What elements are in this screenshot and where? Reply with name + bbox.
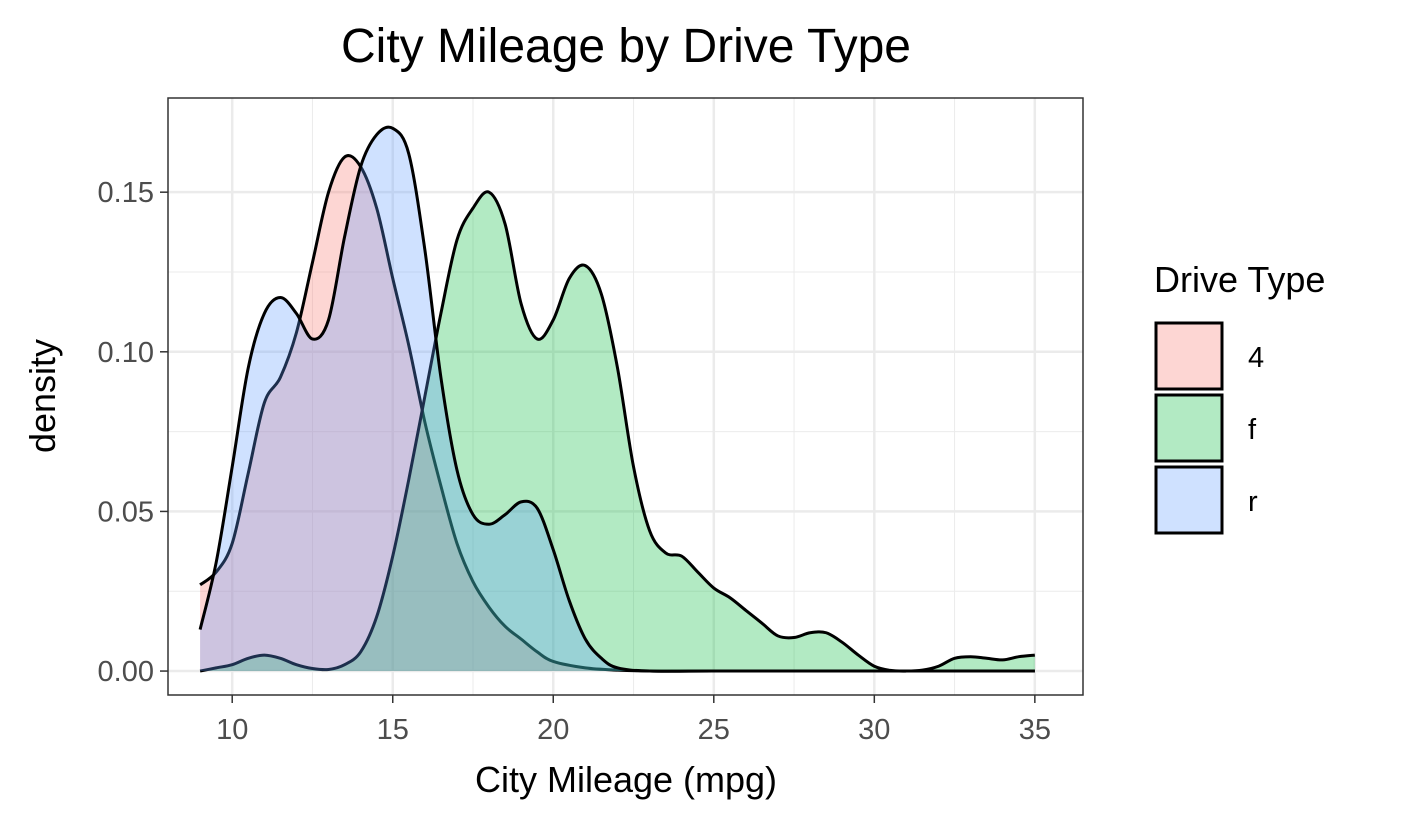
chart-title: City Mileage by Drive Type xyxy=(341,20,911,73)
y-tick-label: 0.00 xyxy=(98,656,154,688)
x-tick-label: 25 xyxy=(698,714,730,746)
x-tick-label: 20 xyxy=(537,714,569,746)
density-line-4 xyxy=(199,154,1035,673)
legend-item-r: r xyxy=(1154,465,1258,535)
density-line-r xyxy=(198,125,1035,673)
x-tick-label: 10 xyxy=(216,714,248,746)
y-tick-label: 0.05 xyxy=(98,496,154,528)
panel-border xyxy=(167,97,1084,696)
y-axis-title: density xyxy=(22,339,63,453)
legend-swatch xyxy=(1154,321,1224,391)
legend-label: 4 xyxy=(1248,342,1264,374)
grid-minor xyxy=(168,98,1083,695)
legend-swatch xyxy=(1154,393,1224,463)
x-axis-title: City Mileage (mpg) xyxy=(475,759,777,800)
y-tick-label: 0.10 xyxy=(98,337,154,369)
y-axis: 0.00 0.05 0.10 0.15 xyxy=(98,177,168,688)
legend-label: r xyxy=(1248,486,1258,518)
x-tick-label: 35 xyxy=(1019,714,1051,746)
legend-key-background xyxy=(1156,395,1222,461)
x-axis: 10 15 20 25 30 35 xyxy=(216,695,1051,746)
series-4 xyxy=(199,154,1035,673)
x-tick-label: 30 xyxy=(858,714,890,746)
legend-items: 4 f r xyxy=(1154,321,1264,535)
legend-item-f: f xyxy=(1154,393,1257,463)
legend-key-background xyxy=(1156,467,1222,533)
series-r xyxy=(198,125,1035,673)
legend: Drive Type 4 f r xyxy=(1154,259,1325,535)
legend-title: Drive Type xyxy=(1154,259,1325,300)
legend-label: f xyxy=(1248,414,1257,446)
y-tick-label: 0.15 xyxy=(98,177,154,209)
density-area-4 xyxy=(200,155,1035,672)
x-tick-label: 15 xyxy=(377,714,409,746)
density-series xyxy=(198,125,1035,673)
density-area-f xyxy=(200,191,1035,672)
density-area-r xyxy=(200,127,1035,672)
panel-background xyxy=(168,98,1083,695)
legend-key-background xyxy=(1156,323,1222,389)
legend-item-4: 4 xyxy=(1154,321,1264,391)
legend-swatch xyxy=(1154,465,1224,535)
